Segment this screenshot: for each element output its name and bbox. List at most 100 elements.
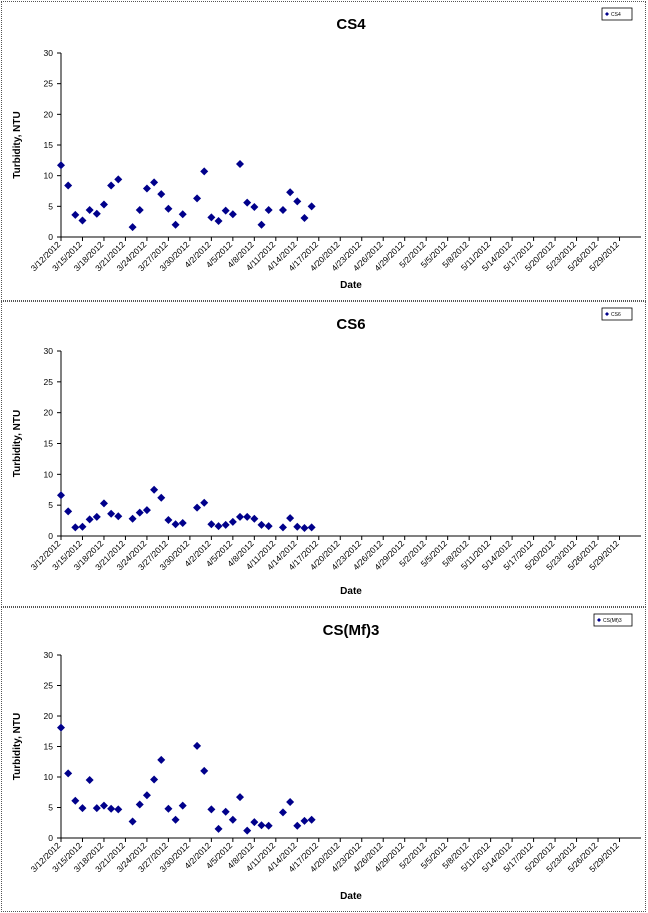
data-point [236, 793, 245, 802]
data-point [92, 512, 101, 521]
data-point [264, 206, 273, 215]
data-point [128, 817, 137, 826]
legend-box [601, 7, 633, 21]
data-point [64, 181, 73, 190]
data-point [200, 498, 209, 507]
data-point [171, 815, 180, 824]
data-point [207, 213, 216, 222]
y-tick-label: 5 [48, 803, 53, 813]
data-point [236, 160, 245, 169]
data-point [286, 514, 295, 523]
data-point [250, 818, 259, 827]
x-axis-title: Date [340, 586, 362, 597]
data-point [214, 522, 223, 531]
data-point [228, 815, 237, 824]
y-tick-label: 30 [44, 650, 54, 660]
data-point [257, 220, 266, 229]
y-tick-label: 0 [48, 833, 53, 843]
chart-title: CS4 [336, 16, 366, 33]
data-point [114, 805, 123, 814]
data-point [193, 194, 202, 203]
data-point [250, 514, 259, 523]
data-point [307, 202, 316, 211]
data-point [300, 213, 309, 222]
legend-marker [597, 618, 601, 622]
y-tick-label: 10 [44, 171, 54, 181]
y-axis-title: Turbidity, NTU [12, 111, 23, 178]
y-tick-label: 0 [48, 531, 53, 541]
y-tick-label: 25 [44, 377, 54, 387]
data-point [257, 520, 266, 529]
data-point [171, 520, 180, 529]
legend: CS4 [601, 7, 633, 21]
legend: CS(Mf)3 [593, 613, 633, 627]
y-tick-label: 10 [44, 469, 54, 479]
legend-box [601, 307, 633, 321]
y-axis-title: Turbidity, NTU [12, 410, 23, 477]
legend: CS6 [601, 307, 633, 321]
data-point [228, 210, 237, 219]
y-tick-label: 25 [44, 681, 54, 691]
chart-panel-cs6: CS6 CS6 0 5 10 15 20 25 30 3/12/2012 3/15/2012 3/18… [1, 301, 646, 607]
data-point [64, 769, 73, 778]
data-point [300, 816, 309, 825]
y-tick-label: 20 [44, 711, 54, 721]
data-point [135, 508, 144, 517]
data-point [200, 766, 209, 775]
legend-label: CS6 [611, 312, 621, 318]
data-point [142, 184, 151, 193]
data-point [221, 206, 230, 215]
data-point [150, 485, 159, 494]
data-point [142, 791, 151, 800]
data-point [135, 800, 144, 809]
y-tick-label: 15 [44, 140, 54, 150]
data-point [207, 805, 216, 814]
x-axis-title: Date [340, 891, 362, 902]
data-point [107, 509, 116, 518]
data-point [78, 216, 87, 225]
data-point [278, 206, 287, 215]
data-point [114, 512, 123, 521]
data-point [71, 210, 80, 219]
y-tick-label: 30 [44, 346, 54, 356]
data-point [293, 522, 302, 531]
data-point [78, 804, 87, 813]
data-point [85, 515, 94, 524]
data-point [221, 520, 230, 529]
data-point [243, 198, 252, 207]
data-point [250, 202, 259, 211]
data-point [214, 217, 223, 226]
data-point [99, 499, 108, 508]
data-point [293, 821, 302, 830]
data-point [164, 515, 173, 524]
chart-panel-cs4: CS4 CS4 0 5 10 15 20 25 30 3/12/2012 3/15/2012 3/18… [1, 1, 646, 301]
data-point [307, 523, 316, 532]
data-point [107, 804, 116, 813]
data-point [142, 506, 151, 515]
y-tick-label: 20 [44, 408, 54, 418]
data-point [278, 808, 287, 817]
data-point [178, 801, 187, 810]
legend-box [593, 613, 633, 627]
data-point [193, 503, 202, 512]
data-point [135, 206, 144, 215]
data-point [92, 804, 101, 813]
data-point [92, 209, 101, 218]
data-point [307, 815, 316, 824]
chart-title: CS6 [336, 316, 365, 333]
x-axis-title: Date [340, 280, 362, 291]
y-tick-label: 5 [48, 201, 53, 211]
data-point [264, 522, 273, 531]
y-tick-label: 20 [44, 109, 54, 119]
data-point [107, 181, 116, 190]
legend-marker [605, 12, 609, 16]
data-point [178, 210, 187, 219]
data-point [178, 519, 187, 528]
data-point [236, 512, 245, 521]
data-point [243, 512, 252, 521]
chart-cs6: CS6CS60510152025303/12/20123/15/20123/18… [12, 307, 641, 597]
data-point [264, 821, 273, 830]
chart-panel-csmf3: CS(Mf)3 CS(Mf)3 0 5 10 15 20 25 30 3/12/2012 3/15/… [1, 607, 646, 912]
chart-title: CS(Mf)3 [323, 622, 380, 639]
y-tick-label: 15 [44, 742, 54, 752]
